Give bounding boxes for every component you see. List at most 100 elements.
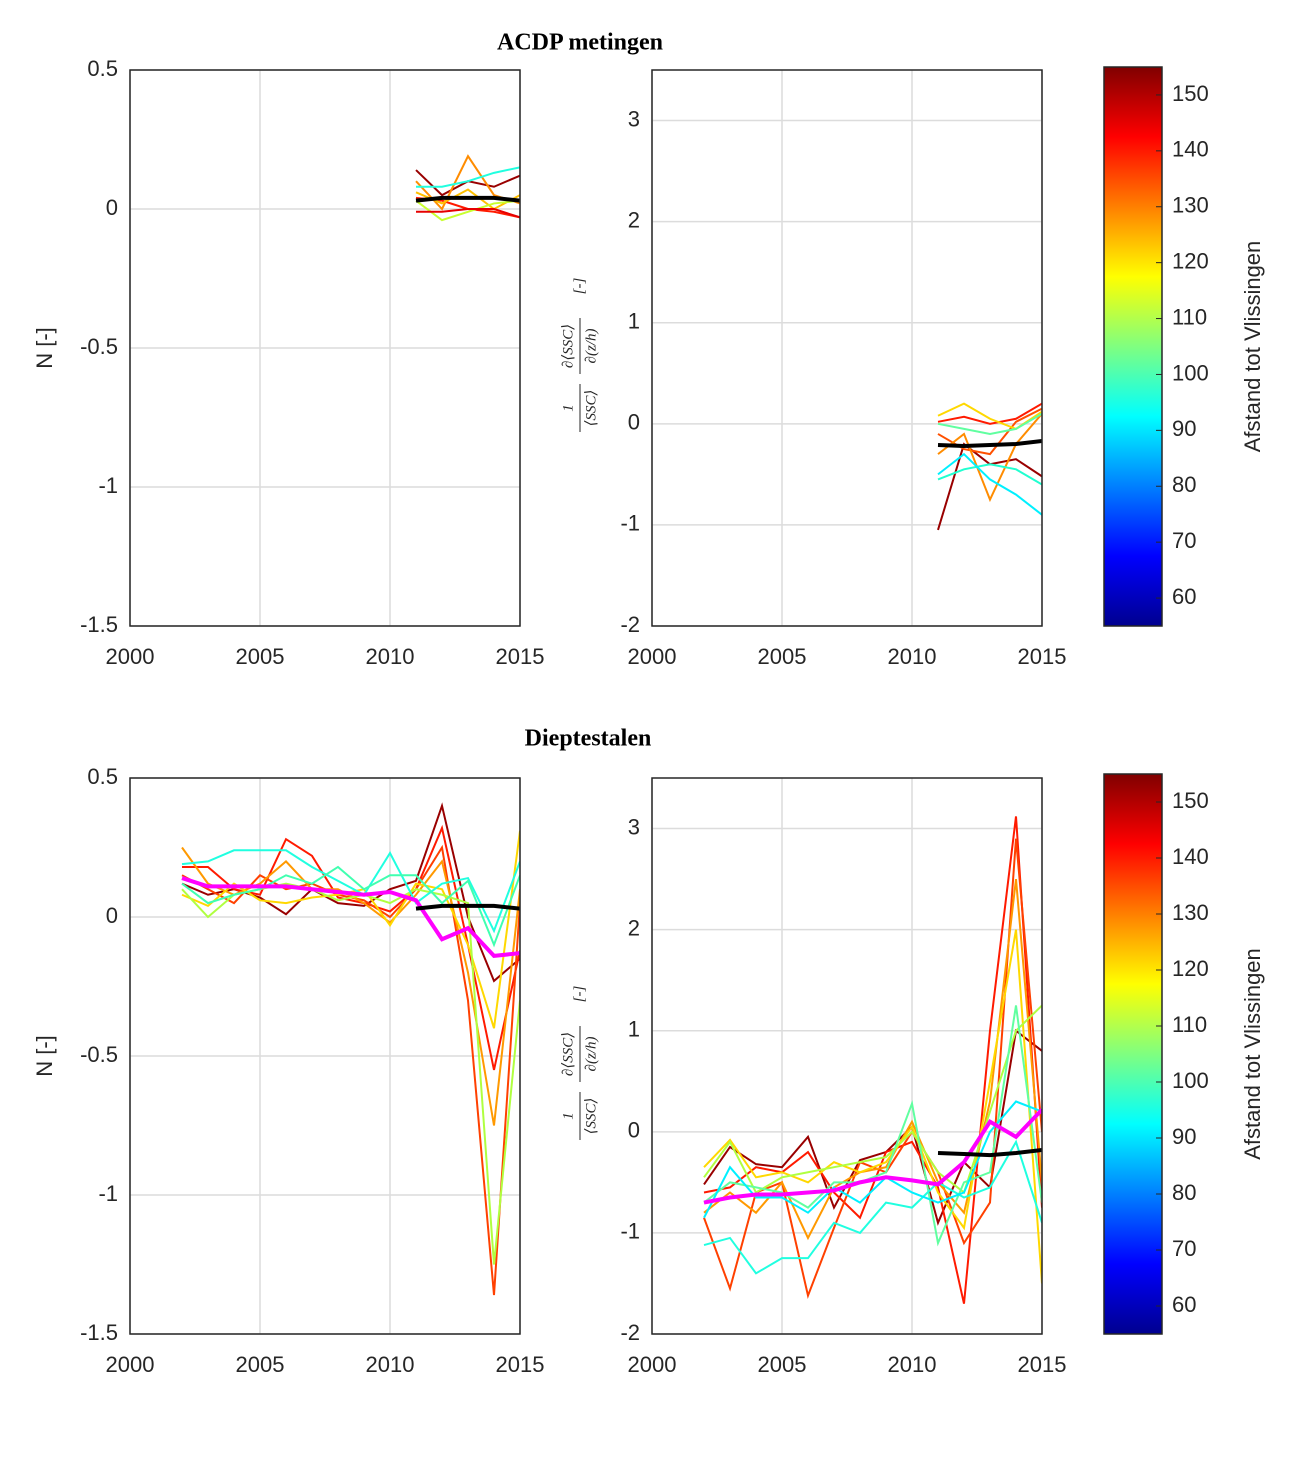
y-tick-label: -1 (98, 1181, 118, 1206)
series-line (937, 452, 1042, 516)
colorbar-tick-label: 70 (1172, 1236, 1196, 1261)
y-tick-label: 0.5 (87, 56, 118, 81)
y-axis-label: 1 ⟨SSC⟩ ∂⟨SSC⟩ ∂(z/h) [-] (560, 986, 599, 1140)
y-tick-label: -1 (620, 1219, 640, 1244)
chart-title: Dieptestalen (525, 726, 652, 752)
x-tick-label: 2005 (758, 1352, 807, 1377)
x-tick-label: 2015 (1018, 644, 1067, 669)
x-tick-label: 2015 (1018, 1352, 1067, 1377)
series-line (937, 463, 1042, 486)
series-line (703, 1028, 1042, 1226)
label-part: ∂⟨SSC⟩ (560, 1032, 576, 1076)
y-tick-label: -1.5 (80, 612, 118, 637)
colorbar-tick-label: 120 (1172, 248, 1209, 273)
x-tick-label: 2000 (628, 1352, 677, 1377)
y-tick-label: 3 (628, 106, 640, 131)
y-tick-label: 1 (628, 1017, 640, 1042)
y-tick-label: -1 (98, 473, 118, 498)
series-line (937, 413, 1042, 503)
y-tick-label: 0 (628, 1118, 640, 1143)
x-tick-label: 2000 (106, 1352, 155, 1377)
axes-box (129, 777, 521, 1335)
colorbar-tick-label: 90 (1172, 416, 1196, 441)
y-tick-label: 0 (106, 195, 118, 220)
series-line (937, 402, 1042, 425)
axes-box (651, 777, 1043, 1335)
colorbar-tick-label: 110 (1172, 1012, 1207, 1037)
series-line (703, 1139, 1042, 1275)
y-axis-label: N [-] (32, 327, 57, 369)
colorbar-tick-label: 90 (1172, 1124, 1196, 1149)
x-tick-label: 2010 (366, 644, 415, 669)
colorbar-tick-label: 140 (1172, 137, 1209, 162)
y-tick-label: 2 (628, 915, 640, 940)
x-tick-label: 2005 (236, 644, 285, 669)
series-line (181, 865, 520, 948)
series-line (181, 876, 520, 959)
x-tick-label: 2010 (888, 644, 937, 669)
x-tick-label: 2015 (496, 1352, 545, 1377)
y-tick-label: 3 (628, 814, 640, 839)
colorbar-tick-label: 80 (1172, 472, 1196, 497)
colorbar-tick-label: 80 (1172, 1180, 1196, 1205)
colorbar-label: Afstand tot Vlissingen (1240, 948, 1265, 1160)
colorbar-tick-label: 130 (1172, 193, 1209, 218)
colorbar-tick-label: 150 (1172, 81, 1209, 106)
series-line (703, 1005, 1042, 1247)
colorbar-tick-label: 130 (1172, 900, 1209, 925)
y-axis-label: N [-] (32, 1035, 57, 1077)
y-tick-label: -1.5 (80, 1320, 118, 1345)
colorbar-tick-label: 110 (1172, 304, 1207, 329)
series-line (937, 412, 1042, 435)
x-tick-label: 2000 (106, 644, 155, 669)
series-line (703, 816, 1042, 1304)
series-line (703, 1100, 1042, 1219)
y-tick-label: -0.5 (80, 334, 118, 359)
colorbar (1103, 66, 1163, 627)
series-line (182, 824, 520, 1071)
y-tick-label: 0.5 (87, 764, 118, 789)
colorbar-tick-label: 140 (1172, 844, 1209, 869)
series-line (937, 1148, 1042, 1158)
series-line (703, 929, 1042, 1284)
y-tick-label: 0 (628, 410, 640, 435)
x-tick-label: 2010 (366, 1352, 415, 1377)
colorbar-tick-label: 60 (1172, 584, 1196, 609)
label-part: ∂(z/h) (583, 329, 599, 364)
label-part: 1 (560, 1112, 576, 1120)
y-tick-label: 1 (628, 309, 640, 334)
colorbar-tick-label: 100 (1172, 360, 1209, 385)
series-line (416, 166, 520, 188)
x-tick-label: 2005 (236, 1352, 285, 1377)
label-part: [-] (571, 986, 587, 1003)
colorbar-tick-label: 100 (1172, 1068, 1209, 1093)
label-part: [-] (571, 278, 587, 295)
series-line (937, 439, 1042, 449)
axes-box (651, 69, 1043, 627)
x-tick-label: 2000 (628, 644, 677, 669)
x-tick-label: 2005 (758, 644, 807, 669)
label-part: ∂(z/h) (583, 1037, 599, 1072)
y-tick-label: -2 (620, 612, 640, 637)
colorbar-tick-label: 70 (1172, 528, 1196, 553)
colorbar-tick-label: 150 (1172, 788, 1209, 813)
series-line (416, 208, 520, 219)
label-part: ⟨SSC⟩ (583, 1098, 599, 1135)
series-line (415, 903, 520, 911)
series-line (415, 195, 520, 203)
label-part: 1 (560, 404, 576, 412)
series-line (181, 849, 520, 934)
chart-title: ACDP metingen (497, 30, 663, 56)
colorbar-label: Afstand tot Vlissingen (1240, 241, 1265, 453)
series-line (703, 878, 1042, 1241)
y-axis-label: 1 ⟨SSC⟩ ∂⟨SSC⟩ ∂(z/h) [-] (560, 278, 599, 432)
y-tick-label: -1 (620, 511, 640, 536)
colorbar-tick-label: 120 (1172, 956, 1209, 981)
x-tick-label: 2010 (888, 1352, 937, 1377)
y-tick-label: 2 (628, 207, 640, 232)
plot-area (652, 70, 1042, 626)
axes-box (129, 69, 521, 627)
x-tick-label: 2015 (496, 644, 545, 669)
plot-area (652, 778, 1042, 1334)
